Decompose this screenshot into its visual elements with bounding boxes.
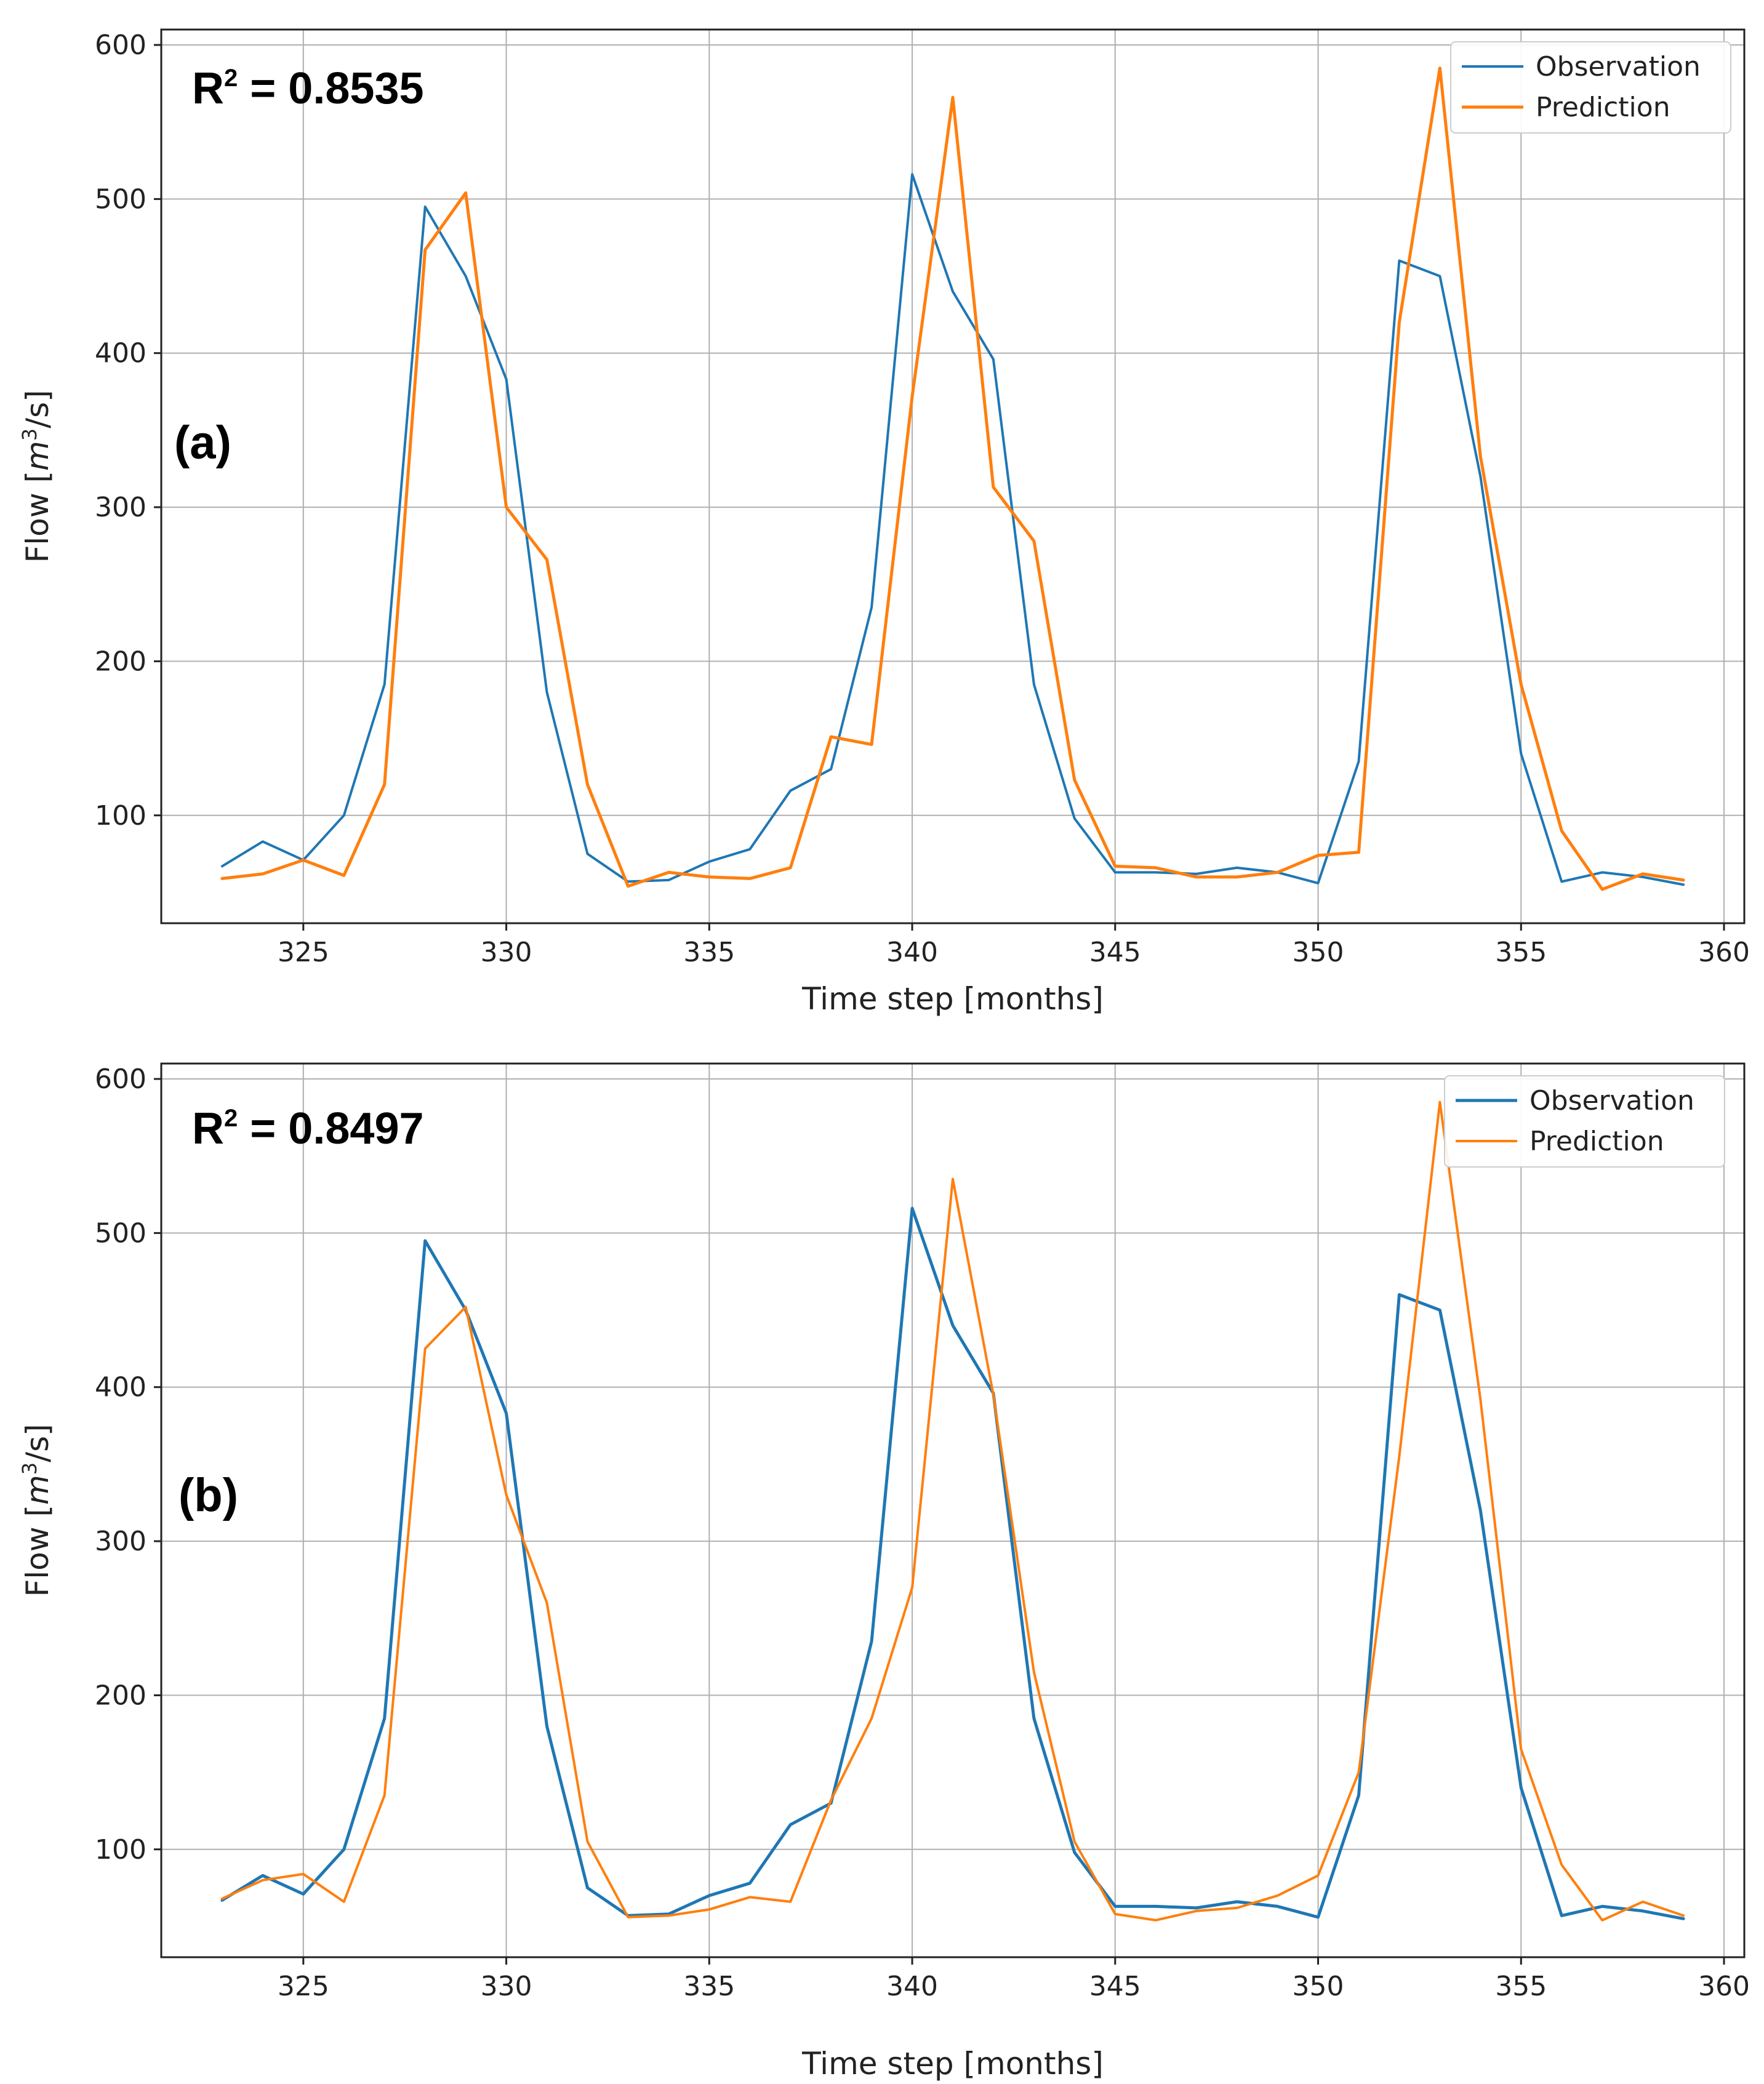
y-axis-label-exponent: 3 (18, 428, 41, 441)
y-tick-label: 200 (95, 646, 146, 677)
r-squared-annotation: R2 = 0.8535 (192, 64, 424, 113)
y-axis-label-prefix: Flow [ (20, 1505, 55, 1597)
axes-frame (160, 1062, 1746, 1958)
plot-area (161, 1064, 1744, 1957)
y-axis-label-exponent: 3 (18, 1462, 41, 1475)
y-tick-label: 300 (95, 492, 146, 523)
legend: Observation Prediction (1450, 41, 1731, 134)
x-axis-label: Time step [months] (801, 981, 1104, 1017)
plot-area (161, 30, 1744, 923)
y-tick-label: 100 (95, 800, 146, 832)
y-axis-label: Flow [m3/s] (18, 390, 55, 563)
series-line-prediction (220, 1100, 1685, 1922)
x-tick-label: 330 (481, 1971, 532, 2002)
legend-label-observation: Observation (1529, 1085, 1694, 1116)
y-axis-label: Flow [m3/s] (18, 1424, 55, 1597)
legend-label-prediction: Prediction (1529, 1126, 1664, 1157)
panel-label: (a) (174, 417, 231, 469)
chart-panel-b: 325 330 335 340 345 350 355 360 100 200 300 400 500 6… (18, 1062, 1750, 2082)
series-line-prediction (220, 66, 1685, 891)
x-tick-label: 360 (1698, 937, 1750, 968)
y-tick-label: 600 (95, 1064, 146, 1095)
x-tick-label: 355 (1495, 1971, 1547, 2002)
y-tick-label: 500 (95, 1217, 146, 1249)
y-axis-label-prefix: Flow [ (20, 471, 55, 563)
x-tick-label: 350 (1293, 1971, 1344, 2002)
r-squared-symbol: R (192, 1104, 224, 1153)
r-squared-value: = 0.8497 (238, 1104, 423, 1153)
y-tick-label: 600 (95, 30, 146, 61)
r-squared-symbol: R (192, 64, 224, 113)
x-tick-label: 340 (886, 937, 938, 968)
y-tick-label: 200 (95, 1680, 146, 1711)
x-tick-label: 330 (481, 937, 532, 968)
x-tick-label: 345 (1089, 1971, 1141, 2002)
x-tick-label: 355 (1495, 937, 1547, 968)
panel-label: (b) (178, 1469, 238, 1521)
x-tick-label: 325 (278, 1971, 329, 2002)
r-squared-value: = 0.8535 (238, 64, 423, 113)
x-axis-label: Time step [months] (801, 2046, 1104, 2082)
legend: Observation Prediction (1444, 1075, 1725, 1168)
y-axis-label-suffix: /s] (20, 1424, 55, 1462)
series-line-observation (220, 173, 1685, 886)
x-tick-label: 360 (1698, 1971, 1750, 2002)
y-axis-label-suffix: /s] (20, 390, 55, 428)
x-tick-label: 335 (683, 1971, 735, 2002)
y-axis-label-unit: m (20, 1475, 55, 1505)
legend-box (1444, 1075, 1725, 1168)
y-tick-label: 400 (95, 338, 146, 369)
y-tick-label: 300 (95, 1526, 146, 1557)
r-squared-annotation: R2 = 0.8497 (192, 1104, 424, 1153)
r-squared-exponent: 2 (224, 1105, 238, 1132)
legend-label-prediction: Prediction (1536, 92, 1670, 123)
y-tick-label: 500 (95, 183, 146, 215)
x-tick-label: 350 (1293, 937, 1344, 968)
y-axis-label-unit: m (20, 441, 55, 471)
x-tick-label: 340 (886, 1971, 938, 2002)
x-tick-label: 335 (683, 937, 735, 968)
x-tick-label: 345 (1089, 937, 1141, 968)
y-tick-label: 400 (95, 1372, 146, 1403)
x-tick-label: 325 (278, 937, 329, 968)
chart-panel-a: 325 330 335 340 345 350 355 360 100 200 300 400 500 6… (18, 28, 1750, 1017)
legend-label-observation: Observation (1536, 51, 1701, 82)
axes-frame (160, 28, 1746, 924)
r-squared-exponent: 2 (224, 65, 238, 92)
y-tick-label: 100 (95, 1834, 146, 1866)
legend-box (1450, 41, 1731, 134)
